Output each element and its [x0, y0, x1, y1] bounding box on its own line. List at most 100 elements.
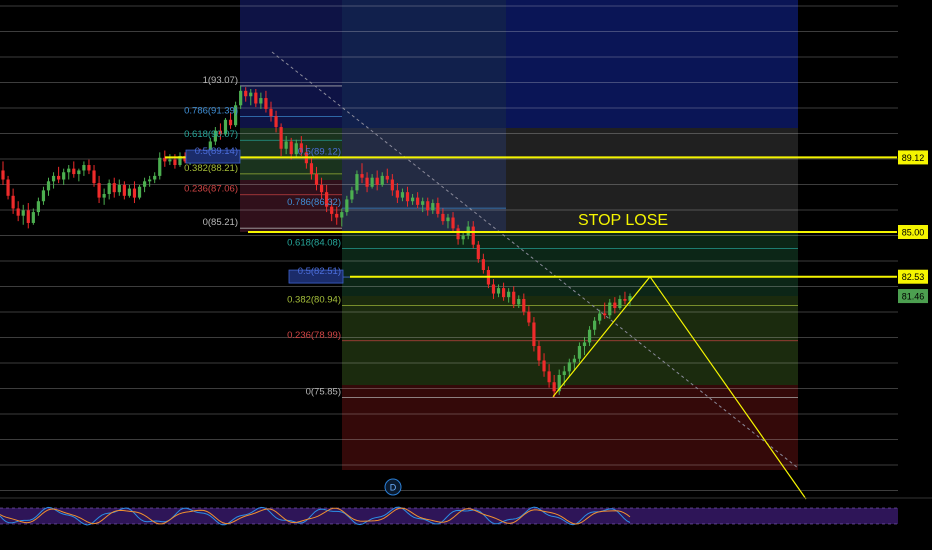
candle	[557, 369, 561, 395]
candle	[491, 279, 496, 299]
candle	[471, 221, 475, 249]
candle-body	[319, 184, 324, 193]
fib-label: 0(75.85)	[306, 387, 341, 398]
candle	[628, 293, 632, 307]
candle-body	[77, 170, 81, 175]
candle-body	[517, 298, 521, 305]
candle	[254, 89, 258, 108]
candle	[572, 355, 576, 370]
d-marker[interactable]: D	[384, 478, 402, 496]
candle	[127, 184, 132, 198]
candle-body	[148, 179, 152, 182]
candle	[532, 317, 536, 352]
candle	[274, 110, 278, 133]
candle-body	[117, 184, 121, 193]
candle-body	[208, 141, 212, 153]
candle	[375, 170, 379, 191]
candle	[517, 295, 521, 309]
candle	[593, 317, 597, 336]
candle	[608, 298, 612, 319]
fib-label: 0.786(86.32)	[287, 197, 341, 208]
candle-body	[158, 157, 162, 176]
candle	[153, 172, 157, 184]
candle	[527, 306, 531, 327]
candle-body	[416, 197, 420, 205]
candle-body	[244, 90, 248, 97]
candle	[456, 224, 460, 245]
candle-body	[168, 159, 172, 162]
diagonal-trendline	[271, 51, 799, 469]
candle	[6, 175, 10, 200]
candle	[400, 188, 405, 202]
fib-label: 0.5(89.14)	[195, 146, 238, 157]
candle-body	[390, 179, 394, 191]
candle-body	[577, 346, 582, 359]
candle-body	[82, 165, 86, 171]
candle	[431, 199, 435, 214]
candle	[319, 177, 324, 200]
candle-body	[593, 320, 597, 330]
fib-label: 0(85.21)	[203, 217, 238, 228]
fib-label-highlight	[288, 269, 344, 284]
horizontal-grid	[0, 5, 898, 491]
candle-body	[264, 98, 268, 109]
fib-label: 0.5(82.51)	[298, 266, 341, 277]
candle	[577, 342, 582, 363]
candle	[481, 253, 485, 274]
candle-body	[294, 143, 298, 155]
candle-body	[62, 172, 66, 180]
zone-5	[240, 180, 342, 232]
price-tag-bg	[898, 225, 928, 239]
candle-body	[127, 188, 132, 196]
candle	[496, 284, 501, 298]
candle-body	[340, 212, 344, 218]
candle	[330, 199, 334, 222]
candle	[16, 201, 20, 222]
candle-body	[385, 175, 389, 180]
candle-body	[603, 313, 607, 316]
candle	[522, 293, 526, 316]
candle-body	[582, 342, 587, 347]
candle-body	[249, 92, 253, 97]
candle	[582, 336, 587, 356]
candle-body	[436, 203, 440, 214]
candle	[31, 208, 35, 225]
candle-body	[522, 298, 526, 312]
candlestick-series	[1, 85, 632, 398]
candle	[82, 161, 86, 176]
candle	[41, 186, 46, 205]
candle-body	[562, 371, 566, 375]
candle	[218, 123, 223, 140]
candle	[603, 302, 607, 319]
candle-body	[107, 183, 111, 194]
candle-body	[153, 175, 157, 180]
candle	[178, 152, 182, 167]
zone-9	[342, 385, 798, 470]
fib-label: 0.236(78.99)	[287, 330, 341, 341]
candle	[309, 157, 314, 180]
candle-body	[51, 175, 56, 182]
candle	[142, 177, 147, 193]
candle-body	[87, 165, 91, 171]
candle-body	[142, 181, 147, 187]
candle	[244, 87, 248, 102]
candle-body	[213, 130, 217, 142]
candle-body	[527, 311, 531, 323]
price-tag-label: 85.00	[902, 228, 925, 238]
candle-body	[598, 313, 602, 321]
candle	[360, 163, 364, 184]
fib-label: 0.382(88.21)	[184, 163, 238, 174]
candle-body	[97, 183, 101, 198]
fib-label: 1(93.07)	[203, 75, 238, 86]
candle-body	[618, 298, 622, 309]
candle	[46, 177, 51, 196]
candle-body	[410, 197, 415, 202]
candle-body	[380, 175, 384, 185]
candle-body	[178, 155, 182, 166]
candle-body	[501, 288, 506, 298]
candle-body	[122, 184, 126, 196]
candle	[325, 184, 329, 213]
zone-7	[342, 232, 798, 296]
candle	[107, 179, 111, 200]
